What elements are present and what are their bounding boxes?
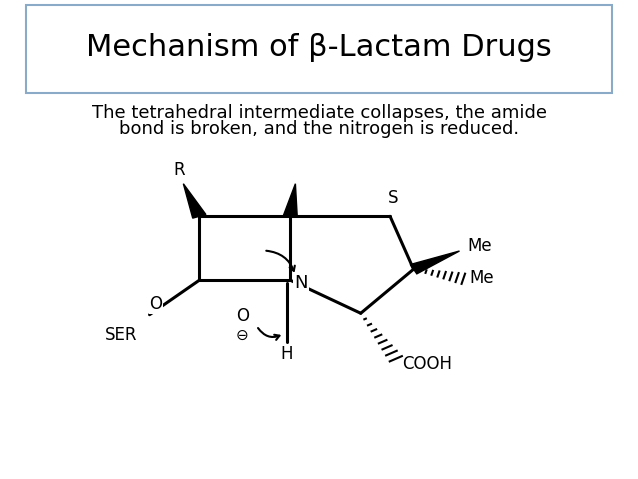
FancyArrowPatch shape (266, 251, 295, 271)
Text: ⊖: ⊖ (236, 328, 249, 343)
Text: Me: Me (470, 269, 494, 287)
Text: COOH: COOH (402, 354, 452, 373)
Text: R: R (173, 161, 185, 179)
Text: SER: SER (105, 326, 137, 344)
Polygon shape (410, 251, 459, 274)
Text: Me: Me (468, 237, 493, 255)
FancyBboxPatch shape (26, 5, 612, 93)
Text: The tetrahedral intermediate collapses, the amide: The tetrahedral intermediate collapses, … (91, 103, 547, 122)
Text: Mechanism of β-Lactam Drugs: Mechanism of β-Lactam Drugs (86, 34, 552, 62)
Polygon shape (283, 184, 297, 217)
FancyArrowPatch shape (258, 328, 279, 340)
Text: bond is broken, and the nitrogen is reduced.: bond is broken, and the nitrogen is redu… (119, 120, 519, 138)
Text: S: S (388, 189, 399, 207)
Polygon shape (183, 184, 206, 218)
Text: O: O (149, 295, 163, 313)
Text: H: H (281, 345, 293, 364)
Text: O: O (236, 307, 249, 325)
Text: N: N (294, 274, 308, 292)
